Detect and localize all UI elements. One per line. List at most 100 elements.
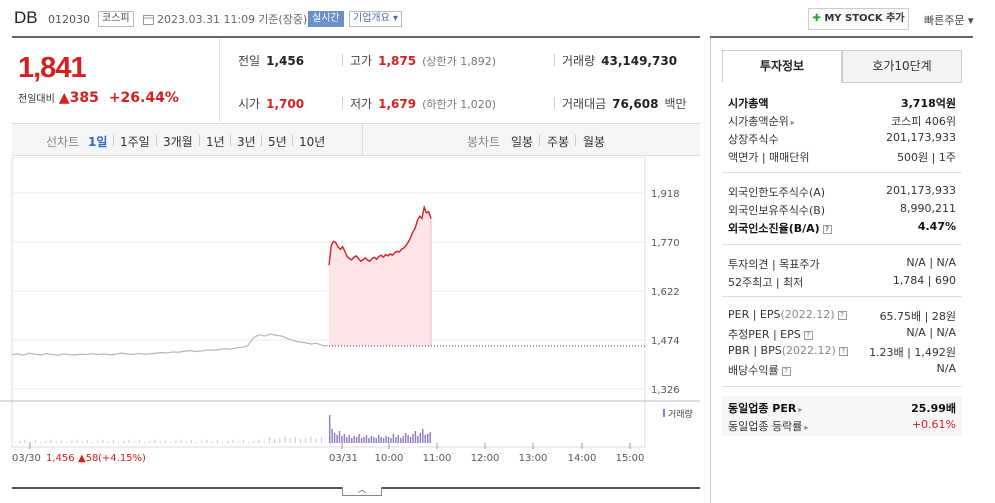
volume-bar bbox=[404, 433, 407, 443]
info-label: PER | EPS(2022.12)? bbox=[728, 308, 847, 321]
volume-bar bbox=[375, 438, 377, 443]
volume-bar bbox=[365, 435, 368, 443]
volume-bar bbox=[159, 441, 161, 443]
info-row: 외국인소진율(B/A)? 4.47% bbox=[722, 218, 962, 236]
help-icon[interactable]: ? bbox=[838, 346, 848, 356]
y-tick-label: 1,622 bbox=[651, 287, 680, 298]
help-icon[interactable]: ? bbox=[781, 366, 791, 376]
volume-bar bbox=[24, 439, 26, 443]
volume-bar bbox=[390, 438, 392, 443]
volume-bar bbox=[417, 436, 419, 443]
stat-label: 거래대금 bbox=[562, 97, 607, 111]
info-group-opinion: 투자의견 | 목표주가 N/A | N/A 52주최고 | 최저 1,784 | 6… bbox=[722, 254, 962, 290]
company-info-dropdown[interactable]: 기업개요 ▾ bbox=[349, 11, 403, 27]
today-price-line bbox=[328, 204, 432, 266]
period-1d[interactable]: 1일 bbox=[88, 135, 108, 149]
caret-right-icon: ▸ bbox=[804, 423, 809, 432]
volume-bar bbox=[387, 437, 390, 443]
prev-day-change-pct-label: (+4.15%) bbox=[98, 453, 146, 464]
tab-invest-info[interactable]: 투자정보 bbox=[722, 50, 842, 83]
plot-border bbox=[11, 157, 646, 448]
prev-day-close-label: 1,456 bbox=[46, 453, 75, 464]
quick-order-button[interactable]: 빠른주문 ▾ bbox=[924, 12, 974, 28]
line-chart-label: 선차트 bbox=[46, 135, 80, 149]
period-5y[interactable]: 5년 bbox=[268, 135, 287, 149]
volume-bar bbox=[341, 436, 343, 443]
period-3m[interactable]: 3개월 bbox=[163, 135, 193, 149]
volume-bar bbox=[338, 431, 341, 443]
divider bbox=[722, 244, 962, 245]
divider bbox=[539, 135, 540, 146]
volume-bar bbox=[66, 442, 68, 443]
stock-code: 012030 bbox=[48, 13, 90, 26]
info-label-text: 시가총액순위 bbox=[728, 115, 789, 128]
volume-bar bbox=[258, 439, 260, 443]
divider bbox=[722, 296, 962, 297]
candle-monthly[interactable]: 월봉 bbox=[583, 135, 606, 149]
calendar-icon bbox=[143, 14, 154, 25]
period-3y[interactable]: 3년 bbox=[237, 135, 256, 149]
candle-chart-label: 봉차트 bbox=[467, 135, 501, 149]
stat-high: 고가 1,875 (상한가 1,892) bbox=[350, 52, 496, 69]
help-icon[interactable]: ? bbox=[803, 330, 813, 340]
info-row: 시가총액순위 ▸ 코스피 406위 bbox=[722, 111, 962, 129]
volume-bar bbox=[315, 438, 317, 443]
info-value: 1,784 | 690 bbox=[892, 274, 956, 287]
tab-orderbook[interactable]: 호가10단계 bbox=[842, 50, 962, 83]
help-icon[interactable]: ? bbox=[822, 224, 832, 234]
volume-bar bbox=[351, 438, 353, 443]
volume-bar bbox=[107, 441, 109, 443]
stat-unit: 백만 bbox=[664, 97, 687, 111]
candle-weekly[interactable]: 주봉 bbox=[547, 135, 570, 149]
period-1w[interactable]: 1주일 bbox=[120, 135, 150, 149]
help-icon[interactable]: ? bbox=[837, 310, 847, 320]
volume-bar bbox=[385, 436, 387, 443]
volume-bar bbox=[175, 440, 177, 443]
collapse-toggle-button[interactable]: ︿ bbox=[342, 486, 382, 496]
y-tick-label: 1,770 bbox=[651, 238, 680, 249]
company-info-label: 기업개요 bbox=[353, 13, 390, 24]
change-percent: +26.44% bbox=[108, 90, 179, 106]
volume-bar bbox=[333, 433, 336, 443]
info-label-text: PER | EPS bbox=[728, 308, 781, 321]
info-value: 201,173,933 bbox=[886, 131, 956, 144]
mystock-add-button[interactable]: ✚ MY STOCK 추가 bbox=[808, 8, 909, 30]
volume-bar bbox=[414, 431, 417, 443]
divider bbox=[261, 135, 262, 146]
volume-bar bbox=[144, 442, 146, 443]
info-row: 52주최고 | 최저 1,784 | 690 bbox=[722, 272, 962, 290]
period-10y[interactable]: 10년 bbox=[299, 135, 326, 149]
triangle-up-icon: ▲ bbox=[58, 90, 70, 106]
stat-prev: 전일 1,456 bbox=[238, 52, 304, 69]
info-label: 시가총액 bbox=[728, 97, 769, 110]
info-label: 액면가 | 매매단위 bbox=[728, 151, 810, 164]
volume-bar bbox=[19, 440, 21, 443]
volume-bar bbox=[138, 440, 140, 443]
divider bbox=[230, 135, 231, 146]
prev-day-change-label: ▲58 bbox=[78, 453, 98, 464]
change-row: 전일대비 ▲385 +26.44% bbox=[18, 90, 179, 106]
stat-label: 고가 bbox=[350, 54, 373, 68]
stat-label: 저가 bbox=[350, 97, 373, 111]
volume-bar bbox=[206, 439, 208, 443]
price-chart[interactable]: 1,918 1,770 1,622 1,474 1,326 거래량 03/30 03/31 10… bbox=[0, 157, 710, 487]
x-tick-label: 12:00 bbox=[471, 453, 500, 464]
volume-bar bbox=[331, 429, 333, 443]
volume-bar bbox=[112, 440, 114, 443]
volume-bar bbox=[358, 434, 360, 443]
volume-bar bbox=[397, 435, 399, 443]
stat-value: 76,608 bbox=[612, 97, 659, 111]
divider bbox=[710, 36, 973, 38]
divider bbox=[554, 97, 555, 109]
candle-daily[interactable]: 일봉 bbox=[511, 135, 534, 149]
volume-legend-swatch bbox=[663, 409, 665, 417]
y-tick-label: 1,918 bbox=[651, 189, 680, 200]
volume-bar bbox=[196, 442, 198, 443]
period-1y[interactable]: 1년 bbox=[206, 135, 225, 149]
info-label-text: 동일업종 등락률 bbox=[728, 420, 803, 433]
info-value: 25.99배 bbox=[911, 402, 956, 415]
stat-label: 시가 bbox=[238, 97, 261, 111]
info-label: 52주최고 | 최저 bbox=[728, 276, 804, 289]
info-label: 동일업종 PER ▸ bbox=[728, 400, 802, 416]
realtime-badge[interactable]: 실시간 bbox=[308, 11, 344, 27]
